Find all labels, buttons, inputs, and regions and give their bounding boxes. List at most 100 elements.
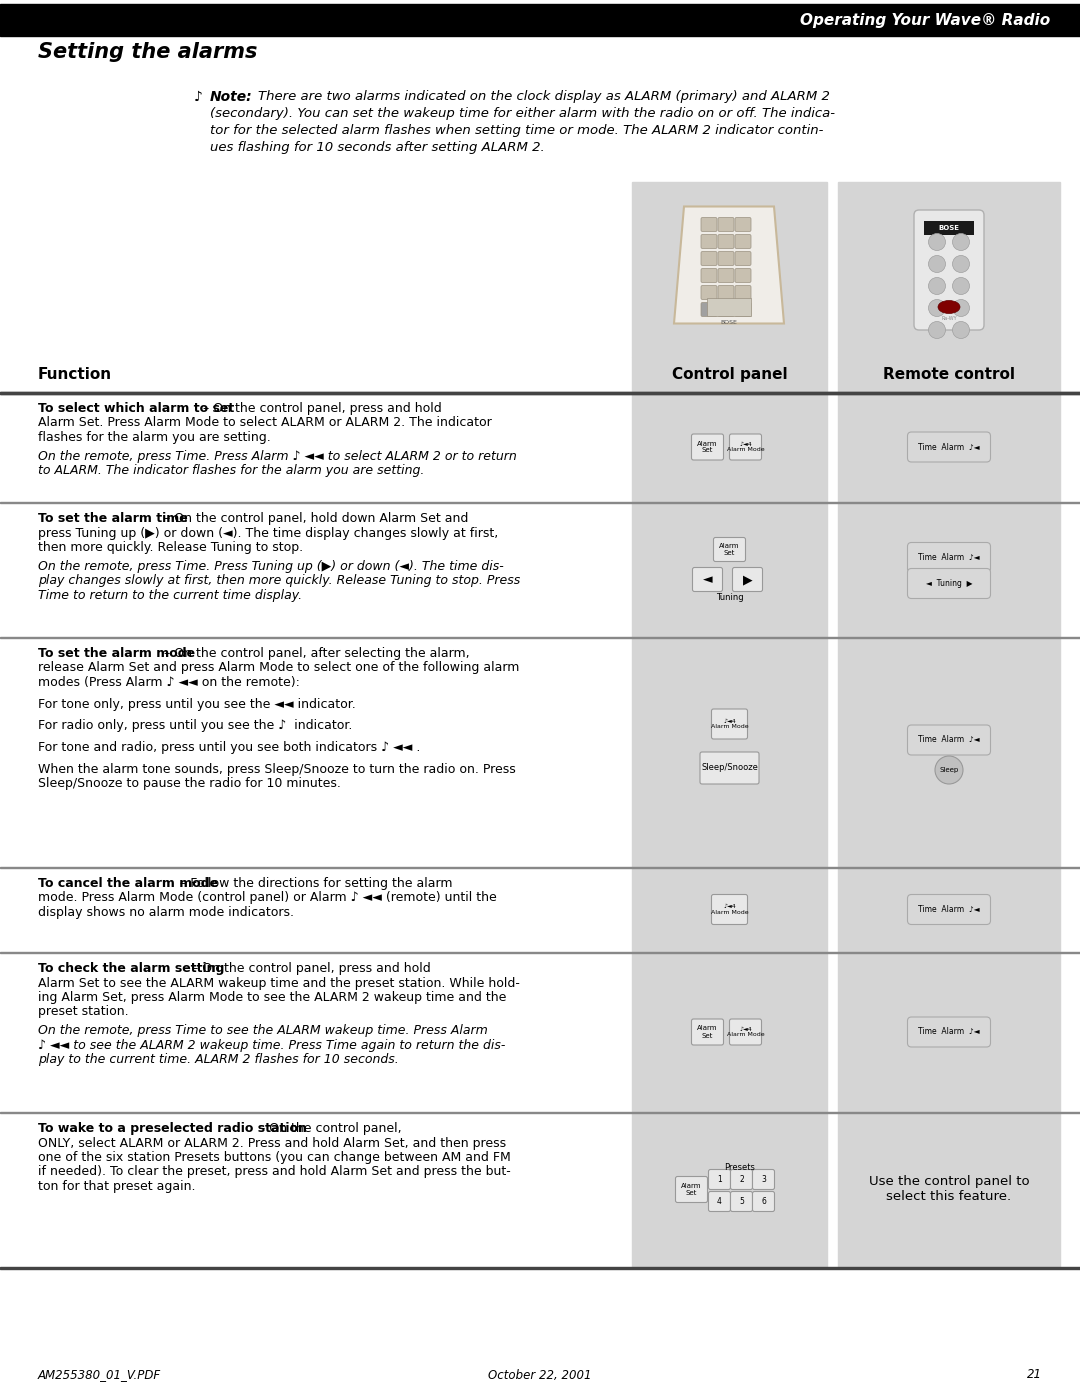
Circle shape — [935, 756, 963, 784]
Text: ♪◄4
Alarm Mode: ♪◄4 Alarm Mode — [727, 441, 765, 453]
Text: – On the control panel, press and hold: – On the control panel, press and hold — [194, 402, 442, 415]
FancyBboxPatch shape — [718, 251, 734, 265]
Text: Time to return to the current time display.: Time to return to the current time displ… — [38, 590, 302, 602]
Text: Alarm
Set: Alarm Set — [719, 543, 740, 556]
FancyBboxPatch shape — [753, 1192, 774, 1211]
Text: play to the current time. ALARM 2 flashes for 10 seconds.: play to the current time. ALARM 2 flashe… — [38, 1053, 399, 1066]
Text: ♪◄4
Alarm Mode: ♪◄4 Alarm Mode — [727, 1027, 765, 1038]
Text: Sleep/Snooze: Sleep/Snooze — [701, 764, 758, 773]
Text: 5: 5 — [739, 1197, 744, 1206]
Bar — [0, 393, 1080, 394]
Text: Time  Alarm  ♪◄: Time Alarm ♪◄ — [918, 1028, 980, 1037]
Text: Remote control: Remote control — [883, 367, 1015, 381]
Text: one of the six station Presets buttons (you can change between AM and FM: one of the six station Presets buttons (… — [38, 1151, 511, 1164]
Bar — [632, 868, 827, 951]
FancyBboxPatch shape — [729, 434, 761, 460]
Text: if needed). To clear the preset, press and hold Alarm Set and press the but-: if needed). To clear the preset, press a… — [38, 1165, 511, 1179]
Text: Note:: Note: — [210, 89, 253, 103]
Text: ♪◄4
Alarm Mode: ♪◄4 Alarm Mode — [711, 904, 748, 915]
Text: ing Alarm Set, press Alarm Mode to see the ALARM 2 wakeup time and the: ing Alarm Set, press Alarm Mode to see t… — [38, 990, 507, 1004]
Text: To wake to a preselected radio station: To wake to a preselected radio station — [38, 1122, 307, 1134]
FancyBboxPatch shape — [753, 1169, 774, 1189]
FancyBboxPatch shape — [718, 303, 734, 317]
Bar — [707, 298, 751, 316]
FancyBboxPatch shape — [735, 285, 751, 299]
FancyBboxPatch shape — [701, 285, 717, 299]
Text: On the remote, press Time. Press Tuning up (▶) or down (◄). The time dis-: On the remote, press Time. Press Tuning … — [38, 560, 503, 573]
Bar — [838, 637, 1059, 868]
Text: ton for that preset again.: ton for that preset again. — [38, 1180, 195, 1193]
FancyBboxPatch shape — [907, 542, 990, 573]
FancyBboxPatch shape — [735, 218, 751, 232]
Text: – On the control panel, hold down Alarm Set and: – On the control panel, hold down Alarm … — [156, 511, 468, 525]
Bar — [838, 951, 1059, 1112]
Text: To cancel the alarm mode: To cancel the alarm mode — [38, 877, 218, 890]
Text: To set the alarm mode: To set the alarm mode — [38, 647, 195, 659]
Circle shape — [953, 299, 970, 317]
FancyBboxPatch shape — [691, 434, 724, 460]
Text: – On the control panel,: – On the control panel, — [251, 1122, 402, 1134]
Text: display shows no alarm mode indicators.: display shows no alarm mode indicators. — [38, 907, 294, 919]
FancyBboxPatch shape — [718, 235, 734, 249]
Text: ♪: ♪ — [194, 89, 203, 103]
FancyBboxPatch shape — [914, 210, 984, 330]
Text: then more quickly. Release Tuning to stop.: then more quickly. Release Tuning to sto… — [38, 541, 303, 555]
Text: mode. Press Alarm Mode (control panel) or Alarm ♪ ◄◄ (remote) until the: mode. Press Alarm Mode (control panel) o… — [38, 891, 497, 904]
Text: To set the alarm time: To set the alarm time — [38, 511, 188, 525]
Text: Time  Alarm  ♪◄: Time Alarm ♪◄ — [918, 553, 980, 562]
Bar — [632, 502, 827, 637]
Text: ONLY, select ALARM or ALARM 2. Press and hold Alarm Set, and then press: ONLY, select ALARM or ALARM 2. Press and… — [38, 1137, 507, 1150]
Text: ◄: ◄ — [703, 573, 713, 585]
Text: Alarm
Set: Alarm Set — [698, 440, 718, 454]
FancyBboxPatch shape — [730, 1192, 753, 1211]
FancyBboxPatch shape — [718, 218, 734, 232]
Bar — [0, 4, 1080, 36]
Text: To check the alarm setting: To check the alarm setting — [38, 963, 225, 975]
FancyBboxPatch shape — [907, 432, 990, 462]
Text: Presets: Presets — [724, 1162, 755, 1172]
Bar — [632, 358, 827, 393]
Text: For tone and radio, press until you see both indicators ♪ ◄◄ .: For tone and radio, press until you see … — [38, 742, 420, 754]
Text: For tone only, press until you see the ◄◄ indicator.: For tone only, press until you see the ◄… — [38, 697, 355, 711]
Text: press Tuning up (▶) or down (◄). The time display changes slowly at first,: press Tuning up (▶) or down (◄). The tim… — [38, 527, 498, 539]
Text: AM255380_01_V.PDF: AM255380_01_V.PDF — [38, 1369, 161, 1382]
Text: Control panel: Control panel — [672, 367, 787, 381]
FancyBboxPatch shape — [701, 251, 717, 265]
Text: When the alarm tone sounds, press Sleep/Snooze to turn the radio on. Press: When the alarm tone sounds, press Sleep/… — [38, 763, 516, 775]
FancyBboxPatch shape — [718, 268, 734, 282]
FancyBboxPatch shape — [732, 567, 762, 591]
Text: Alarm Set. Press Alarm Mode to select ALARM or ALARM 2. The indicator: Alarm Set. Press Alarm Mode to select AL… — [38, 416, 491, 429]
Text: – Follow the directions for setting the alarm: – Follow the directions for setting the … — [173, 877, 453, 890]
Text: Ra-WY: Ra-WY — [941, 316, 957, 321]
FancyBboxPatch shape — [701, 235, 717, 249]
Text: There are two alarms indicated on the clock display as ALARM (primary) and ALARM: There are two alarms indicated on the cl… — [258, 89, 829, 103]
Circle shape — [953, 278, 970, 295]
Text: tor for the selected alarm flashes when setting time or mode. The ALARM 2 indica: tor for the selected alarm flashes when … — [210, 124, 823, 137]
Bar — [838, 393, 1059, 502]
FancyBboxPatch shape — [701, 268, 717, 282]
Text: 21: 21 — [1027, 1369, 1042, 1382]
Text: For radio only, press until you see the ♪  indicator.: For radio only, press until you see the … — [38, 719, 352, 732]
Bar — [632, 393, 827, 502]
Text: release Alarm Set and press Alarm Mode to select one of the following alarm: release Alarm Set and press Alarm Mode t… — [38, 662, 519, 675]
Text: BOSE: BOSE — [720, 320, 738, 326]
FancyBboxPatch shape — [701, 303, 717, 317]
FancyBboxPatch shape — [718, 285, 734, 299]
Circle shape — [929, 233, 945, 250]
Text: ▶: ▶ — [743, 573, 753, 585]
Text: Sleep: Sleep — [940, 767, 959, 773]
FancyBboxPatch shape — [735, 303, 751, 317]
Bar — [0, 1267, 1080, 1268]
Bar — [632, 1112, 827, 1267]
FancyBboxPatch shape — [675, 1176, 707, 1203]
Text: preset station.: preset station. — [38, 1006, 129, 1018]
Text: To select which alarm to set: To select which alarm to set — [38, 402, 234, 415]
Text: Time  Alarm  ♪◄: Time Alarm ♪◄ — [918, 905, 980, 914]
Text: modes (Press Alarm ♪ ◄◄ on the remote):: modes (Press Alarm ♪ ◄◄ on the remote): — [38, 676, 300, 689]
Bar — [632, 182, 827, 358]
Bar — [838, 868, 1059, 951]
Text: Alarm Set to see the ALARM wakeup time and the preset station. While hold-: Alarm Set to see the ALARM wakeup time a… — [38, 977, 519, 989]
Text: Time  Alarm  ♪◄: Time Alarm ♪◄ — [918, 443, 980, 451]
FancyBboxPatch shape — [735, 268, 751, 282]
Text: Alarm
Set: Alarm Set — [698, 1025, 718, 1038]
